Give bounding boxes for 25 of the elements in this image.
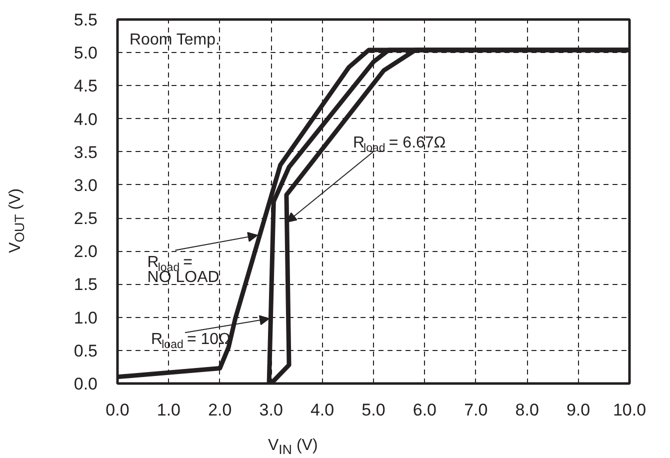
- x-tick-label: 4.0: [310, 400, 334, 420]
- y-tick-label: 3.0: [74, 176, 98, 195]
- x-tick-label: 3.0: [259, 400, 283, 420]
- y-tick-label: 1.0: [74, 308, 98, 328]
- y-tick-label: 5.5: [74, 10, 98, 30]
- y-tick-label: 0.5: [74, 341, 98, 360]
- x-axis-title: V$_{IN}$ (V): [268, 436, 318, 458]
- x-tick-label: 7.0: [464, 400, 488, 420]
- x-tick-label: 2.0: [208, 400, 232, 420]
- y-tick-label: 2.0: [74, 242, 98, 262]
- x-tick-label: 0.0: [106, 400, 130, 420]
- y-tick-label: 0.0: [74, 374, 98, 394]
- x-tick-label: 9.0: [566, 400, 590, 420]
- y-tick-label: 1.5: [74, 275, 98, 294]
- annotation: Room Temp.: [130, 32, 220, 48]
- x-tick-label: 10.0: [612, 400, 646, 420]
- y-tick-label: 3.5: [74, 142, 98, 162]
- x-tick-label: 5.0: [362, 400, 386, 420]
- y-tick-label: 5.0: [74, 44, 98, 63]
- x-tick-label: 6.0: [412, 400, 437, 420]
- y-tick-label: 2.5: [74, 209, 98, 228]
- y-tick-label: 4.0: [74, 110, 98, 129]
- y-tick-label: 4.5: [74, 76, 98, 96]
- x-tick-label: 1.0: [156, 400, 181, 420]
- x-tick-label: 8.0: [515, 400, 539, 420]
